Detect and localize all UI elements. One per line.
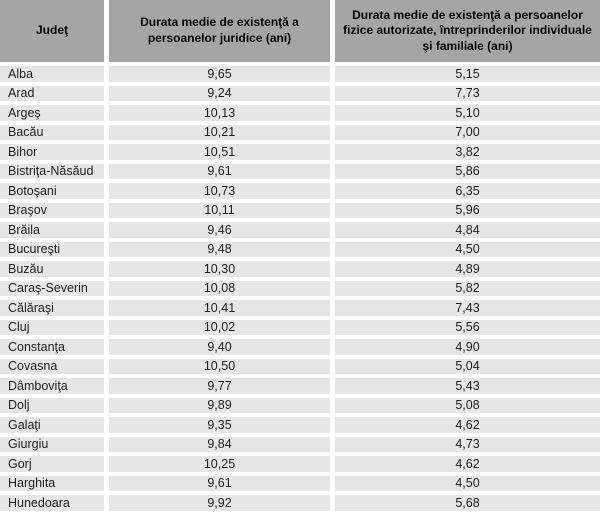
fizice-value-cell: 4,50 (335, 475, 600, 491)
fizice-value-cell: 5,15 (335, 66, 600, 82)
county-cell: Cluj (0, 319, 104, 335)
fizice-value-cell: 4,84 (335, 222, 600, 238)
juridice-value-cell: 9,89 (109, 397, 330, 413)
fizice-value-cell: 4,90 (335, 339, 600, 355)
juridice-value-cell: 10,73 (109, 183, 330, 199)
county-cell: Covasna (0, 358, 104, 374)
county-cell: Alba (0, 66, 104, 82)
fizice-value-cell: 5,82 (335, 280, 600, 296)
column-header-judet: Judeţ (0, 0, 104, 62)
juridice-value-cell: 10,13 (109, 105, 330, 121)
juridice-value-cell: 10,25 (109, 456, 330, 472)
juridice-value-cell: 10,51 (109, 144, 330, 160)
fizice-value-cell: 3,82 (335, 144, 600, 160)
juridice-value-cell: 10,11 (109, 202, 330, 218)
column-header-fizice: Durata medie de existenţă a persoanelor … (335, 0, 600, 62)
county-cell: Buzău (0, 261, 104, 277)
county-cell: Brăila (0, 222, 104, 238)
juridice-value-cell: 9,24 (109, 85, 330, 101)
fizice-value-cell: 4,89 (335, 261, 600, 277)
fizice-value-cell: 5,04 (335, 358, 600, 374)
juridice-value-cell: 9,40 (109, 339, 330, 355)
juridice-value-cell: 9,61 (109, 163, 330, 179)
juridice-value-cell: 9,84 (109, 436, 330, 452)
column-header-juridice: Durata medie de existenţă a persoanelor … (109, 0, 330, 62)
fizice-value-cell: 5,96 (335, 202, 600, 218)
juridice-value-cell: 9,92 (109, 495, 330, 511)
county-cell: Gorj (0, 456, 104, 472)
juridice-value-cell: 9,48 (109, 241, 330, 257)
juridice-value-cell: 9,46 (109, 222, 330, 238)
county-cell: Arad (0, 85, 104, 101)
juridice-value-cell: 10,50 (109, 358, 330, 374)
county-cell: Dâmboviţa (0, 378, 104, 394)
county-cell: Constanţa (0, 339, 104, 355)
juridice-value-cell: 9,77 (109, 378, 330, 394)
county-cell: Braşov (0, 202, 104, 218)
juridice-value-cell: 10,30 (109, 261, 330, 277)
fizice-value-cell: 4,62 (335, 456, 600, 472)
county-cell: Hunedoara (0, 495, 104, 511)
juridice-value-cell: 10,08 (109, 280, 330, 296)
fizice-value-cell: 5,56 (335, 319, 600, 335)
county-cell: Botoşani (0, 183, 104, 199)
juridice-value-cell: 9,35 (109, 417, 330, 433)
fizice-value-cell: 5,43 (335, 378, 600, 394)
fizice-value-cell: 4,73 (335, 436, 600, 452)
fizice-value-cell: 7,43 (335, 300, 600, 316)
juridice-value-cell: 9,65 (109, 66, 330, 82)
fizice-value-cell: 5,10 (335, 105, 600, 121)
fizice-value-cell: 6,35 (335, 183, 600, 199)
county-cell: Bihor (0, 144, 104, 160)
fizice-value-cell: 5,68 (335, 495, 600, 511)
fizice-value-cell: 4,62 (335, 417, 600, 433)
county-cell: Caraş-Severin (0, 280, 104, 296)
juridice-value-cell: 10,41 (109, 300, 330, 316)
juridice-value-cell: 10,02 (109, 319, 330, 335)
county-cell: Argeş (0, 105, 104, 121)
fizice-value-cell: 5,08 (335, 397, 600, 413)
juridice-value-cell: 10,21 (109, 124, 330, 140)
county-cell: Harghita (0, 475, 104, 491)
fizice-value-cell: 7,00 (335, 124, 600, 140)
fizice-value-cell: 5,86 (335, 163, 600, 179)
county-cell: Giurgiu (0, 436, 104, 452)
juridice-value-cell: 9,61 (109, 475, 330, 491)
county-cell: Bacău (0, 124, 104, 140)
county-cell: Dolj (0, 397, 104, 413)
county-cell: Galaţi (0, 417, 104, 433)
fizice-value-cell: 4,50 (335, 241, 600, 257)
fizice-value-cell: 7,73 (335, 85, 600, 101)
county-cell: Călăraşi (0, 300, 104, 316)
county-cell: Bucureşti (0, 241, 104, 257)
county-cell: Bistriţa-Năsăud (0, 163, 104, 179)
